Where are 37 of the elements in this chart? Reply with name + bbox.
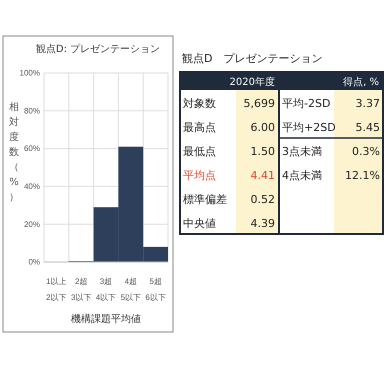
x-axis-title: 機構課題平均値 — [71, 313, 141, 325]
text: 0.52 — [250, 193, 275, 206]
y-tick-label: 100% — [20, 68, 40, 78]
text: 標準偏差 — [183, 193, 227, 206]
x-tick-label: 4超 5以下 — [120, 277, 142, 302]
text: 4点未満 — [282, 169, 322, 182]
text: 2020年度 — [230, 76, 275, 88]
text: 対象数 — [183, 97, 216, 110]
text: 6.00 — [250, 121, 275, 134]
x-tick-label: 1以上 2以下 — [46, 277, 67, 302]
x-tick-label: 3超 4以下 — [96, 277, 116, 302]
text: 平均点 — [183, 169, 216, 182]
text: 3.37 — [356, 97, 380, 110]
text: 平均-2SD — [282, 97, 330, 110]
text: 得点, % — [343, 76, 379, 88]
text: 0.3% — [352, 145, 380, 158]
y-tick-label: 0% — [28, 258, 40, 267]
text: 12.1% — [345, 169, 380, 182]
text: 4.41 — [250, 169, 275, 182]
text: 5,699 — [244, 97, 275, 110]
x-tick-label: 5超 6以下 — [145, 277, 166, 302]
text: 最高点 — [183, 121, 216, 134]
text: 最低点 — [183, 145, 216, 158]
text: 5.45 — [356, 121, 380, 134]
chart-title: 観点D: プレゼンテーション — [36, 43, 160, 55]
text: 4.39 — [250, 217, 275, 230]
text: 3点未満 — [282, 145, 322, 158]
text: 観点D プレゼンテーション — [182, 52, 322, 65]
y-axis-title: 相対度数（%） — [9, 101, 19, 203]
y-tick-label: 60% — [24, 144, 40, 154]
y-tick-label: 80% — [24, 106, 40, 116]
text: 平均+2SD — [282, 121, 336, 134]
y-tick-label: 40% — [24, 182, 40, 191]
y-tick-label: 20% — [24, 220, 40, 229]
text: 中央値 — [183, 217, 216, 230]
text: 1.50 — [250, 145, 275, 158]
x-tick-label: 2超 3以下 — [70, 277, 92, 302]
